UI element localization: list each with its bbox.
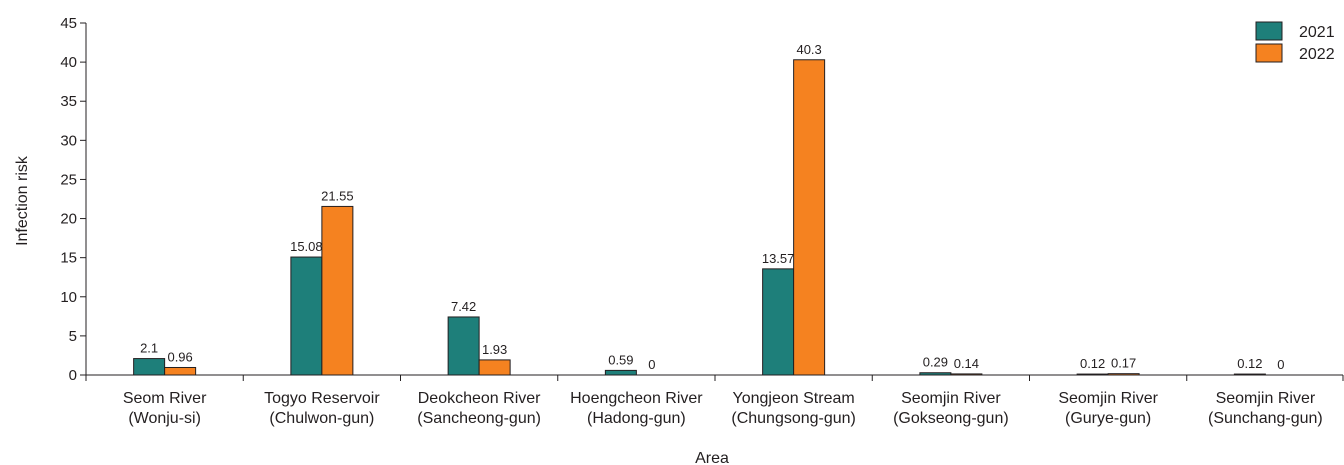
value-label: 1.93 [482,342,507,357]
y-tick-label: 35 [60,93,77,110]
bar-2022 [164,366,197,376]
value-label: 7.42 [451,299,476,314]
value-label: 0 [1277,357,1284,372]
x-axis: Seom River (Wonju-si) Togyo Reservoir (Chul… [85,374,1344,427]
value-label: 13.57 [762,251,795,266]
x-category-label: Seomjin River (Sunchang-gun) [1208,390,1323,427]
value-label: 40.3 [796,42,821,57]
legend: 2021 2022 [1255,21,1335,63]
y-axis-title: Infection risk [14,155,31,246]
bar-2021 [447,316,480,376]
bar-2021 [1076,373,1109,376]
value-label: 0.14 [954,356,979,371]
value-labels: 2.1 15.08 7.42 0.59 13.57 0.29 0.12 0.12 0.96 21.… [140,42,1284,372]
legend-label: 2022 [1299,46,1335,63]
x-category-label: Seom River (Wonju-si) [123,390,207,427]
bar-2021 [604,369,637,376]
value-label: 0.12 [1080,356,1105,371]
y-tick-label: 5 [69,328,77,345]
x-axis-title: Area [695,450,729,465]
y-tick-label: 10 [60,289,77,306]
bar-2021 [290,256,323,376]
y-axis: 0 5 10 15 20 25 30 35 40 45 [60,15,87,384]
bar-2022 [950,373,983,376]
bar-2022 [478,359,511,376]
x-category-label: Seomjin River (Gokseong-gun) [893,390,1009,427]
x-category-label: Yongjeon Stream (Chungsong-gun) [731,390,856,427]
legend-swatch-2022 [1255,43,1283,63]
bars [133,59,1266,376]
bar-2021 [1233,373,1266,376]
value-label: 0.59 [608,352,633,367]
bar-2022 [321,205,354,376]
y-tick-label: 40 [60,54,77,71]
bar-2021 [919,372,952,376]
x-category-label: Deokcheon River (Sancheong-gun) [417,390,541,427]
value-label: 21.55 [321,188,354,203]
x-category-label: Togyo Reservoir (Chulwon-gun) [264,390,380,427]
legend-swatch-2021 [1255,21,1283,41]
y-tick-label: 20 [60,211,77,228]
bar-2021 [133,358,166,376]
value-label: 0.17 [1111,356,1136,371]
bar-2021 [762,268,795,376]
value-label: 2.1 [140,341,158,356]
x-category-label: Seomjin River (Gurye-gun) [1058,390,1158,427]
y-tick-label: 30 [60,132,77,149]
value-label: 0.29 [923,355,948,370]
y-tick-label: 25 [60,171,77,188]
legend-label: 2021 [1299,24,1335,41]
y-tick-label: 15 [60,250,77,267]
y-tick-label: 0 [69,367,77,384]
value-label: 0 [648,357,655,372]
value-label: 0.12 [1237,356,1262,371]
value-label: 0.96 [167,349,192,364]
value-label: 15.08 [290,239,323,254]
x-category-label: Hoengcheon River (Hadong-gun) [570,390,703,427]
bar-2022 [793,59,826,376]
y-tick-label: 45 [60,15,77,32]
bar-2022 [1107,373,1140,376]
